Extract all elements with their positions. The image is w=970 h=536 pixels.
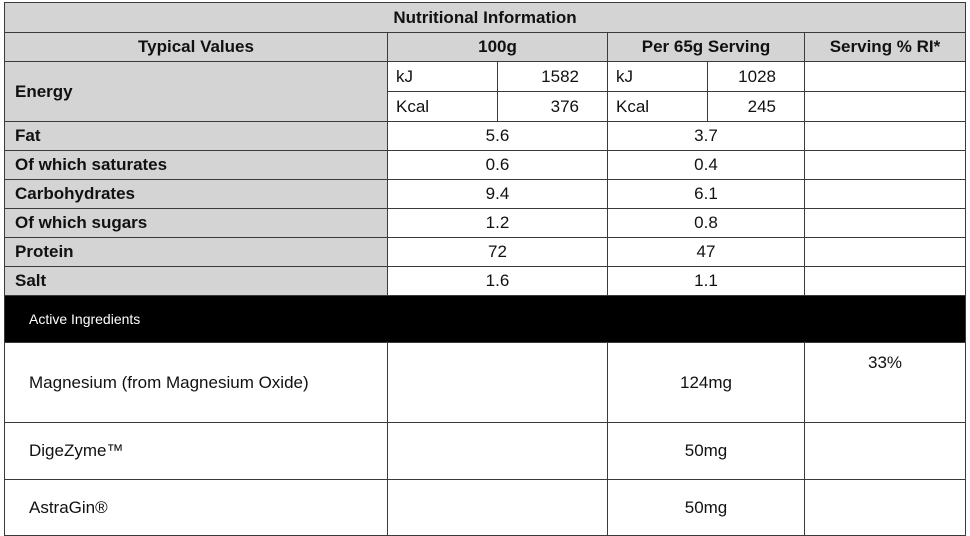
nutrient-per-serving: 47 [607, 237, 805, 267]
ingredient-per-100g [387, 342, 608, 423]
nutrient-per-100g: 0.6 [387, 150, 608, 180]
nutrient-row-fat: Fat 5.6 3.7 [4, 121, 966, 151]
nutrient-per-100g: 1.2 [387, 208, 608, 238]
nutrient-per-serving: 0.4 [607, 150, 805, 180]
energy-kcal-row: Kcal 376 Kcal 245 [5, 91, 966, 122]
energy-kj-serving: 1028 [707, 61, 805, 92]
nutrient-per-100g: 72 [387, 237, 608, 267]
nutrient-per-100g: 1.6 [387, 266, 608, 296]
nutrient-row-carbohydrates: Carbohydrates 9.4 6.1 [4, 179, 966, 209]
nutrient-per-serving: 1.1 [607, 266, 805, 296]
nutrient-ri [804, 179, 966, 209]
ingredient-ri [804, 422, 966, 480]
nutrient-per-serving: 6.1 [607, 179, 805, 209]
nutrient-label: Protein [4, 237, 388, 267]
nutrient-ri [804, 208, 966, 238]
nutrient-label: Of which saturates [4, 150, 388, 180]
energy-kj-100g: 1582 [497, 61, 608, 92]
ingredient-row-digezyme: DigeZyme™ 50mg [4, 422, 966, 480]
nutrient-row-protein: Protein 72 47 [4, 237, 966, 267]
ingredient-ri [804, 479, 966, 536]
nutrient-label: Carbohydrates [4, 179, 388, 209]
nutrient-label: Fat [4, 121, 388, 151]
energy-kcal-100g: 376 [497, 91, 608, 122]
nutrient-per-serving: 3.7 [607, 121, 805, 151]
energy-label: Energy [4, 61, 388, 122]
nutrient-row-salt: Salt 1.6 1.1 [4, 266, 966, 296]
nutrient-ri [804, 266, 966, 296]
nutrient-row-sugars: Of which sugars 1.2 0.8 [4, 208, 966, 238]
active-ingredients-header-row: Active Ingredients [4, 295, 966, 343]
nutrient-label: Salt [4, 266, 388, 296]
header-row: Typical Values 100g Per 65g Serving Serv… [4, 32, 966, 62]
active-ingredients-header: Active Ingredients [4, 295, 966, 343]
nutrient-ri [804, 237, 966, 267]
ingredient-per-serving: 50mg [607, 479, 805, 536]
energy-kj-unit: kJ [387, 61, 498, 92]
nutrition-table: Nutritional Information Typical Values 1… [4, 2, 966, 536]
nutrient-per-100g: 5.6 [387, 121, 608, 151]
nutrition-panel: Nutritional Information Typical Values 1… [4, 2, 966, 536]
nutrient-ri [804, 150, 966, 180]
energy-kcal-ri [804, 91, 966, 122]
energy-kj-row: Energy kJ 1582 kJ 1028 [4, 61, 966, 122]
ingredient-row-astragin: AstraGin® 50mg [4, 479, 966, 536]
energy-kcal-serving: 245 [707, 91, 805, 122]
header-per-serving: Per 65g Serving [607, 32, 805, 62]
ingredient-ri: 33% [804, 342, 966, 423]
ingredient-per-serving: 50mg [607, 422, 805, 480]
energy-kj-serving-unit: kJ [607, 61, 708, 92]
ingredient-per-serving: 124mg [607, 342, 805, 423]
energy-kj-ri [804, 61, 966, 92]
header-typical-values: Typical Values [4, 32, 388, 62]
nutrient-per-100g: 9.4 [387, 179, 608, 209]
nutrient-row-saturates: Of which saturates 0.6 0.4 [4, 150, 966, 180]
title-row: Nutritional Information [4, 2, 966, 33]
ingredient-name: DigeZyme™ [4, 422, 388, 480]
nutrient-per-serving: 0.8 [607, 208, 805, 238]
energy-kcal-serving-unit: Kcal [607, 91, 708, 122]
ingredient-name: Magnesium (from Magnesium Oxide) [4, 342, 388, 423]
ingredient-per-100g [387, 479, 608, 536]
ingredient-name: AstraGin® [4, 479, 388, 536]
table-title: Nutritional Information [4, 2, 966, 33]
header-100g: 100g [387, 32, 608, 62]
nutrient-label: Of which sugars [4, 208, 388, 238]
nutrient-ri [804, 121, 966, 151]
ingredient-per-100g [387, 422, 608, 480]
ingredient-row-magnesium: Magnesium (from Magnesium Oxide) 124mg 3… [4, 342, 966, 423]
energy-kcal-unit: Kcal [387, 91, 498, 122]
header-serving-ri: Serving % RI* [804, 32, 966, 62]
